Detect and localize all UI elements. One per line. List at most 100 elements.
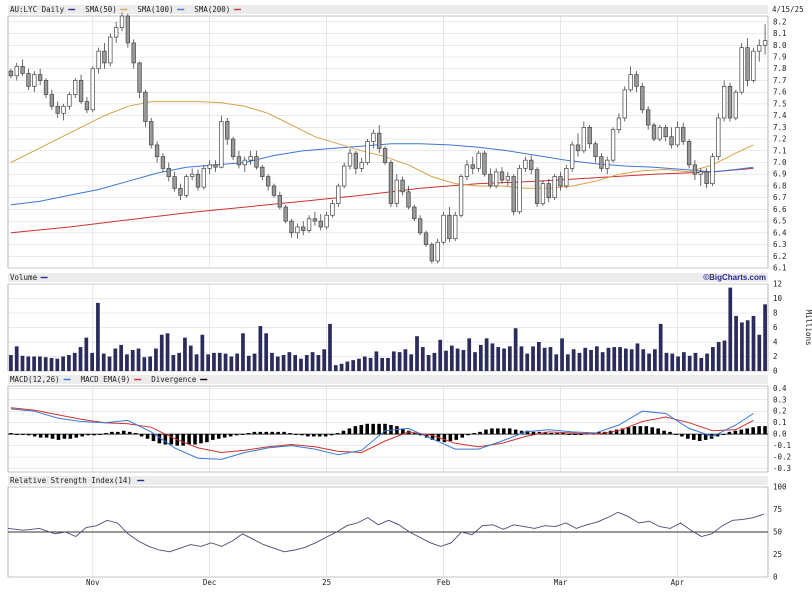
candle-body	[669, 136, 674, 146]
candle-body	[131, 42, 136, 64]
divergence-bar	[139, 434, 144, 437]
volume-bar	[72, 352, 77, 371]
divergence-bar	[626, 427, 631, 435]
candle-body	[517, 168, 522, 213]
volume-bar	[339, 363, 344, 371]
candle-body	[371, 132, 376, 142]
volume-bar	[177, 352, 182, 371]
candle-body	[207, 164, 212, 169]
y-tick-label: 75	[773, 505, 782, 514]
divergence-bar	[377, 423, 381, 435]
candle-body	[704, 171, 709, 184]
y-tick-label: 0.4	[773, 384, 787, 393]
divergence-bar	[353, 426, 358, 435]
divergence-bar	[371, 423, 375, 435]
x-tick-label: Dec	[203, 578, 217, 587]
candle-body	[645, 109, 651, 126]
volume-bar	[49, 357, 54, 371]
volume-bar	[61, 356, 65, 371]
candle-body	[581, 126, 587, 152]
y-tick-label: 6.4	[773, 228, 787, 237]
x-tick-label: Apr	[671, 578, 685, 587]
macd-line	[10, 408, 754, 460]
sma200-legend: SMA(200)	[194, 5, 230, 14]
candle-body	[160, 156, 166, 169]
volume-bar	[763, 304, 767, 371]
candle-body	[8, 70, 14, 77]
divergence-bar	[211, 434, 215, 440]
divergence-bar	[472, 433, 476, 435]
candle-body	[569, 144, 575, 169]
candle-body	[271, 185, 277, 196]
divergence-bar	[430, 434, 435, 440]
divergence-bar	[110, 431, 114, 435]
volume-bar	[571, 349, 576, 371]
candle-body	[616, 117, 622, 131]
volume-bar	[519, 346, 524, 371]
divergence-bar	[531, 431, 536, 435]
candle-body	[119, 15, 125, 29]
divergence-bar	[395, 426, 399, 435]
candle-body	[453, 214, 458, 240]
divergence-bar	[92, 434, 96, 436]
y-tick-label: 8.1	[773, 29, 787, 38]
volume-bar	[101, 353, 106, 371]
candle-body	[634, 74, 639, 87]
volume-bar	[368, 357, 373, 371]
candle-body	[441, 214, 446, 243]
divergence-bar	[288, 433, 292, 435]
volume-bar	[415, 336, 419, 371]
volume-bar	[531, 346, 535, 371]
volume-bar	[20, 355, 25, 371]
volume-bar	[362, 356, 367, 371]
divergence-bar	[721, 434, 726, 435]
volume-bar	[740, 322, 744, 371]
candle-body	[84, 101, 90, 111]
candle-body	[184, 176, 189, 196]
y-tick-label: 6.5	[773, 217, 787, 226]
divergence-bar	[478, 431, 482, 435]
volume-bar	[380, 357, 385, 371]
y-tick-label: 7.8	[773, 64, 787, 73]
volume-bar	[565, 354, 570, 371]
divergence-bar	[537, 431, 542, 435]
volume-bar	[26, 356, 31, 371]
volume-bar	[212, 352, 216, 371]
divergence-bar	[56, 434, 61, 440]
candle-body	[78, 80, 84, 102]
candle-body	[406, 191, 411, 208]
volume-bar	[397, 352, 402, 371]
candle-body	[178, 187, 183, 196]
divergence-bar	[127, 431, 132, 435]
y-tick-label: 0.0	[773, 430, 787, 439]
volume-bar	[455, 348, 460, 371]
candle-body	[628, 74, 633, 91]
divergence-bar	[383, 423, 387, 435]
candle-body	[657, 126, 663, 140]
volume-bar	[281, 355, 286, 371]
volume-bar	[496, 347, 501, 371]
candle-body	[26, 73, 31, 87]
candle-body	[219, 121, 224, 168]
candle-body	[757, 44, 762, 52]
volume-bar	[9, 355, 13, 371]
divergence-bar	[739, 429, 744, 435]
x-tick-label: 25	[322, 578, 331, 587]
candle-body	[137, 62, 142, 93]
candle-body	[762, 40, 768, 46]
y-tick-label: 6.3	[773, 240, 787, 249]
candle-body	[622, 89, 627, 119]
divergence-bar	[632, 426, 637, 435]
volume-bar	[119, 344, 123, 371]
volume-bar	[502, 348, 506, 371]
divergence-bar	[151, 434, 156, 442]
divergence-bar	[727, 431, 732, 435]
candle-body	[482, 152, 487, 175]
volume-bar	[635, 343, 640, 371]
volume-bar	[542, 347, 547, 371]
divergence-bar	[656, 428, 660, 435]
divergence-bar	[513, 429, 518, 435]
volume-bar	[618, 347, 622, 371]
volume-bar	[217, 352, 222, 371]
